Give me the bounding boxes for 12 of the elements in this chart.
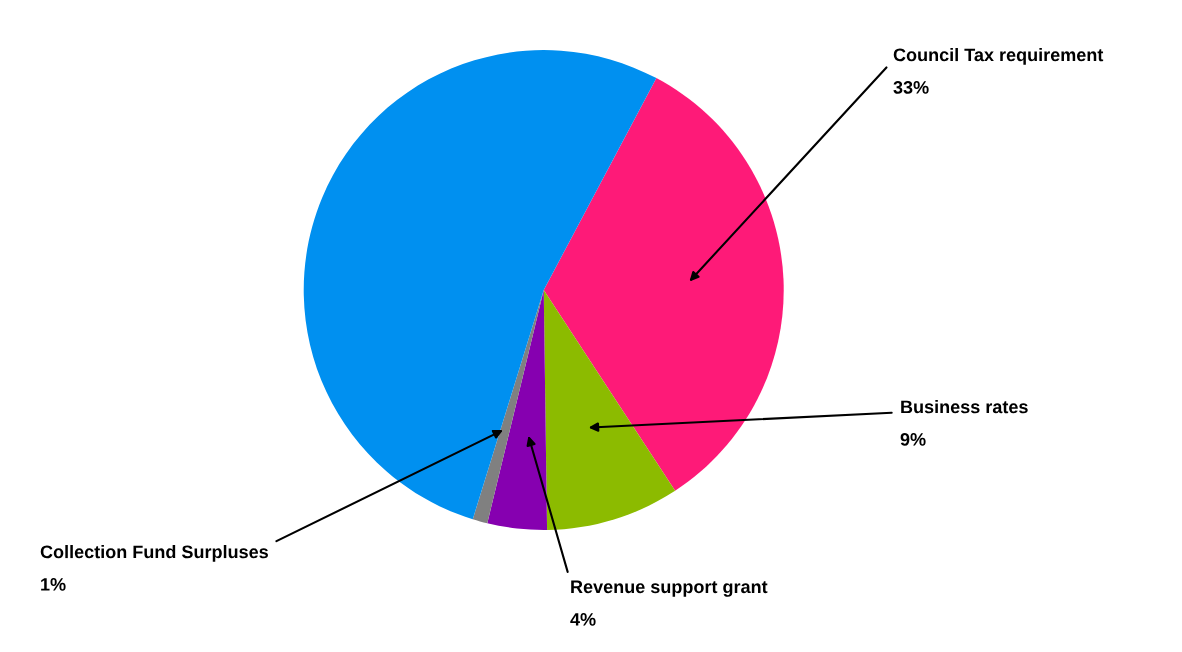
data-label: 4% bbox=[570, 613, 596, 626]
slice-label: Council Tax requirement bbox=[893, 48, 1104, 65]
data-label: 9% bbox=[900, 433, 926, 446]
slice-label: Collection Fund Surpluses bbox=[40, 545, 268, 562]
slice-label: Business rates bbox=[901, 400, 1028, 414]
data-label: 1% bbox=[41, 578, 66, 591]
data-label: 33% bbox=[893, 81, 929, 94]
slice-label: Revenue support grant bbox=[571, 580, 768, 597]
pie-slice bbox=[487, 290, 548, 530]
pie-slice bbox=[303, 50, 657, 520]
pie-slice bbox=[543, 290, 676, 530]
pie-slice bbox=[543, 78, 784, 491]
